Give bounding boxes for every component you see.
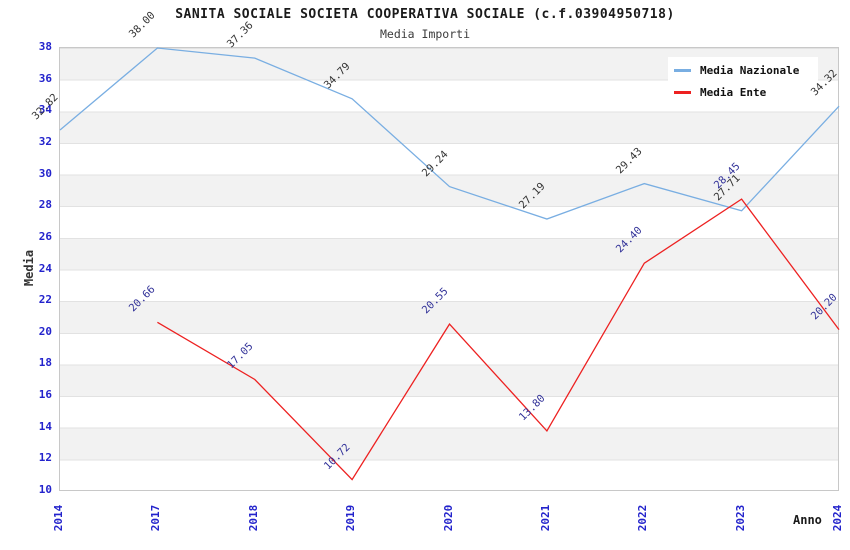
legend-label-nazionale: Media Nazionale xyxy=(700,64,800,77)
chart-title: SANITA SOCIALE SOCIETA COOPERATIVA SOCIA… xyxy=(175,7,675,22)
x-tick-label: 2014 xyxy=(52,504,65,532)
y-tick-label: 32 xyxy=(38,134,52,148)
y-tick-label: 14 xyxy=(38,419,52,433)
y-tick-label: 26 xyxy=(38,229,52,243)
series-line-ente xyxy=(157,198,840,481)
y-tick-label: 36 xyxy=(38,71,52,85)
legend-item-ente: Media Ente xyxy=(674,86,812,99)
x-tick-label: 2021 xyxy=(538,504,552,532)
y-tick-label: 34 xyxy=(38,103,52,117)
y-tick-label: 22 xyxy=(38,293,52,307)
y-tick-label: 12 xyxy=(38,451,52,465)
legend: Media Nazionale Media Ente xyxy=(668,57,818,106)
legend-item-nazionale: Media Nazionale xyxy=(674,64,812,77)
x-tick-label: 2018 xyxy=(246,504,260,532)
x-tick-label: 2022 xyxy=(636,504,650,532)
y-tick-label: 18 xyxy=(38,356,52,370)
y-tick-label: 28 xyxy=(38,198,52,212)
plot-area xyxy=(59,47,840,491)
y-tick-label: 30 xyxy=(38,166,52,180)
y-tick-label: 20 xyxy=(38,324,52,338)
x-tick-label: 2017 xyxy=(149,504,163,532)
x-tick-label: 2019 xyxy=(344,504,358,532)
series-line-nazionale xyxy=(59,47,840,220)
y-tick-label: 38 xyxy=(38,40,52,53)
x-axis-title: Anno xyxy=(793,513,822,527)
legend-swatch-nazionale-icon xyxy=(674,69,691,72)
y-tick-label: 16 xyxy=(38,388,52,402)
x-tick-label: 2023 xyxy=(733,504,747,532)
series-svg xyxy=(59,47,840,481)
y-tick-label: 24 xyxy=(38,261,52,275)
y-tick-label: 10 xyxy=(38,483,52,496)
legend-swatch-ente-icon xyxy=(674,91,691,94)
legend-label-ente: Media Ente xyxy=(700,86,767,99)
x-tick-label: 2020 xyxy=(441,504,455,532)
x-tick-label: 2024 xyxy=(831,504,844,532)
chart-subtitle: Media Importi xyxy=(379,27,470,41)
